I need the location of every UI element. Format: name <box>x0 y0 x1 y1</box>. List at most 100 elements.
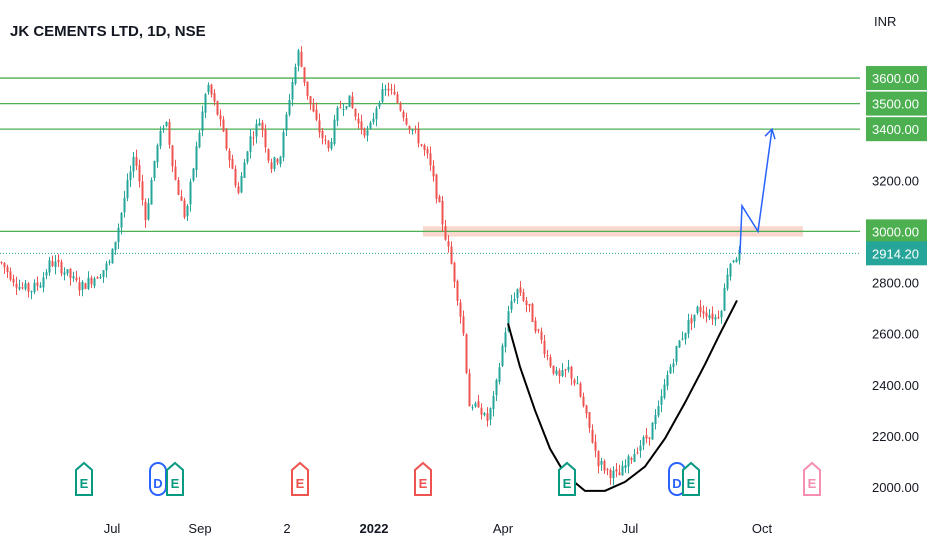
candle-body <box>297 50 300 66</box>
price-axis-label[interactable]: 3500.00 <box>872 97 919 112</box>
candle-body <box>486 413 489 421</box>
time-axis-label[interactable]: Oct <box>752 521 773 536</box>
candle-body <box>354 108 357 117</box>
candle-body <box>576 383 579 385</box>
event-marker-label: E <box>171 476 180 491</box>
candle-body <box>186 205 189 217</box>
event-marker-shape <box>166 461 184 496</box>
time-axis-label[interactable]: Jul <box>104 521 121 536</box>
event-marker-shape <box>291 461 309 496</box>
candle-body <box>324 139 327 141</box>
candle-body <box>51 261 54 267</box>
candle-body <box>591 429 594 443</box>
candle-body <box>435 174 438 199</box>
time-axis-label[interactable]: Apr <box>493 521 514 536</box>
event-marker-earnings[interactable]: E <box>166 461 184 496</box>
candle-body <box>57 259 60 263</box>
candle-body <box>513 298 516 301</box>
event-marker-earnings[interactable]: E <box>682 461 700 496</box>
event-marker-earnings[interactable]: E <box>803 461 821 496</box>
candle-body <box>363 128 366 136</box>
event-marker-dividend[interactable]: D <box>149 462 167 496</box>
candle-body <box>471 407 474 409</box>
candle-body <box>729 263 732 277</box>
candle-body <box>441 200 444 225</box>
candle-body <box>510 300 513 310</box>
candle-body <box>18 286 21 290</box>
candle-body <box>672 363 675 368</box>
candle-body <box>687 319 690 334</box>
candle-body <box>126 180 129 198</box>
candle-body <box>588 412 591 429</box>
candle-body <box>423 145 426 150</box>
candle-body <box>21 287 24 289</box>
candle-body <box>84 283 87 290</box>
candle-body <box>366 130 369 136</box>
candle-body <box>447 241 450 247</box>
price-label-bg <box>866 117 927 142</box>
time-axis-label[interactable]: Jul <box>622 521 639 536</box>
price-axis-label[interactable]: 2914.20 <box>872 246 919 261</box>
candle-body <box>282 131 285 158</box>
candle-body <box>426 149 429 154</box>
price-axis-label[interactable]: 2200.00 <box>872 429 919 444</box>
candle-body <box>315 109 318 120</box>
price-axis-label[interactable]: 3400.00 <box>872 122 919 137</box>
candle-body <box>495 379 498 396</box>
candle-body <box>189 181 192 205</box>
candle-body <box>174 166 177 180</box>
candle-body <box>519 287 522 293</box>
candle-body <box>438 196 441 203</box>
candle-body <box>195 146 198 170</box>
candle-body <box>462 316 465 334</box>
price-axis-label[interactable]: 2600.00 <box>872 327 919 342</box>
cup-pattern-curve[interactable] <box>507 299 738 492</box>
candle-body <box>249 136 252 152</box>
candle-body <box>210 84 213 95</box>
price-axis-label[interactable]: 2000.00 <box>872 480 919 495</box>
candle-body <box>6 266 9 273</box>
candle-body <box>168 122 171 145</box>
event-marker-label: E <box>419 476 428 491</box>
price-axis-label[interactable]: 3200.00 <box>872 173 919 188</box>
price-axis-label[interactable]: 2400.00 <box>872 378 919 393</box>
candle-body <box>633 454 636 462</box>
candle-body <box>255 123 258 137</box>
event-marker-earnings[interactable]: E <box>75 461 93 496</box>
candle-body <box>180 196 183 201</box>
candle-body <box>552 365 555 374</box>
candle-body <box>714 317 717 320</box>
candle-body <box>699 306 702 312</box>
time-axis-label[interactable]: 2 <box>283 521 290 536</box>
candle-body <box>453 262 456 282</box>
candle-body <box>528 304 531 306</box>
candle-body <box>42 277 45 288</box>
time-axis-label[interactable]: 2022 <box>360 521 389 536</box>
event-marker-earnings[interactable]: E <box>414 461 432 496</box>
price-axis-label[interactable]: 3600.00 <box>872 71 919 86</box>
candle-body <box>681 338 684 340</box>
candle-body <box>660 396 663 405</box>
price-label-bg <box>866 241 927 266</box>
candle-body <box>414 128 417 130</box>
candle-body <box>93 278 96 287</box>
event-marker-earnings[interactable]: E <box>558 461 576 496</box>
candle-body <box>96 277 99 279</box>
event-marker-earnings[interactable]: E <box>291 461 309 496</box>
candle-body <box>456 281 459 301</box>
candle-body <box>570 366 573 379</box>
projection-path[interactable] <box>739 129 773 254</box>
candle-body <box>0 262 3 264</box>
candle-body <box>375 108 378 120</box>
time-axis-label[interactable]: Sep <box>188 521 211 536</box>
candle-body <box>252 137 255 139</box>
candle-body <box>159 130 162 147</box>
price-axis-label[interactable]: 3000.00 <box>872 224 919 239</box>
candle-body <box>342 109 345 111</box>
candle-body <box>705 312 708 317</box>
candle-body <box>735 259 738 263</box>
price-label-bg <box>866 219 927 244</box>
price-axis-label[interactable]: 2800.00 <box>872 276 919 291</box>
